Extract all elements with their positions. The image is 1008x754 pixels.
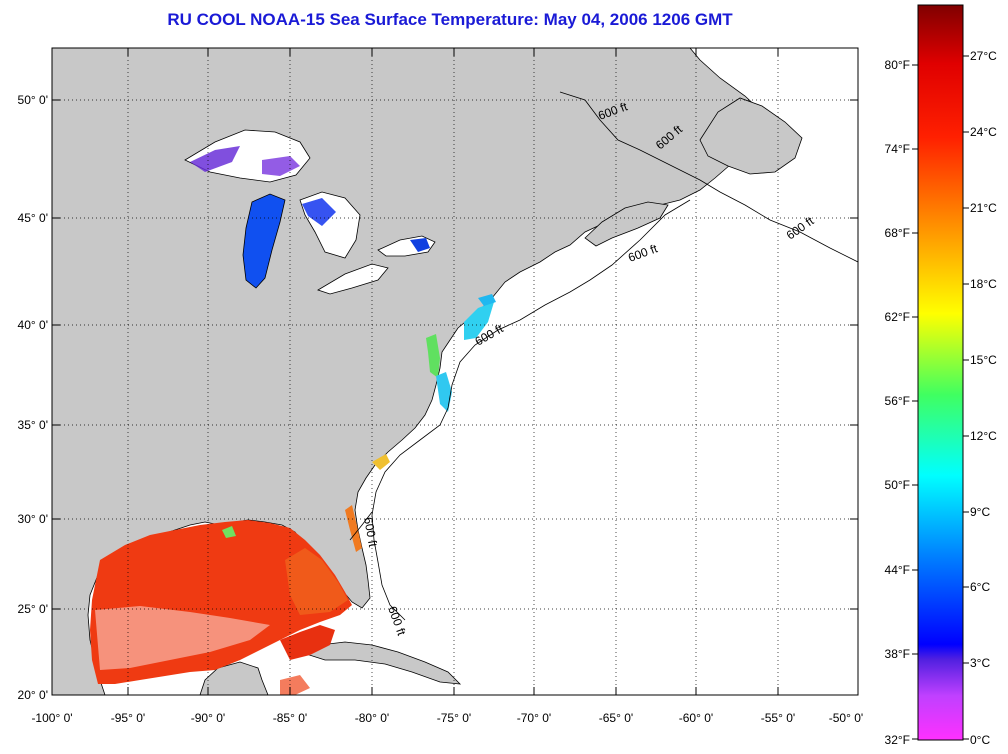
lat-label-40: 40° 0' [18, 318, 48, 332]
bay-campeche-sst [280, 675, 310, 695]
colorbar-c-18: 18°C [970, 277, 997, 291]
colorbar-f-38: 38°F [885, 647, 910, 661]
lake-superior-cold [190, 146, 240, 172]
nj-ny-sst [464, 302, 494, 340]
colorbar-f-74: 74°F [885, 142, 910, 156]
lon-label-55: -55° 0' [761, 711, 795, 725]
colorbar: 80°F 74°F 68°F 62°F 56°F 50°F 44°F 38°F … [885, 4, 997, 747]
gulf-sst-stipple [95, 606, 270, 670]
lon-label-60: -60° 0' [679, 711, 713, 725]
colorbar-f-56: 56°F [885, 394, 910, 408]
lake-erie [317, 263, 389, 295]
colorbar-c-21: 21°C [970, 201, 997, 215]
colorbar-c-9: 9°C [970, 505, 990, 519]
contour-label-6: 600 ft [361, 516, 380, 549]
lon-label-100: -100° 0' [31, 711, 72, 725]
midatlantic-sst [436, 372, 452, 412]
colorbar-c-24: 24°C [970, 125, 997, 139]
lat-label-30: 30° 0' [18, 512, 48, 526]
land-cuba [298, 641, 462, 685]
lon-label-70: -70° 0' [517, 711, 551, 725]
land-yucatan [199, 661, 269, 695]
lake-michigan [242, 193, 286, 289]
shelf-contour-600ft [349, 91, 858, 621]
colorbar-f-62: 62°F [885, 310, 910, 324]
lat-label-35: 35° 0' [18, 418, 48, 432]
colorbar-c-15: 15°C [970, 353, 997, 367]
colorbar-f-80: 80°F [885, 58, 910, 72]
map-title: RU COOL NOAA-15 Sea Surface Temperature:… [167, 10, 733, 29]
lon-label-50: -50° 0' [829, 711, 863, 725]
florida-coast-sst [345, 505, 362, 552]
lat-label-45: 45° 0' [18, 211, 48, 225]
colorbar-c-12: 12°C [970, 429, 997, 443]
colorbar-f-68: 68°F [885, 226, 910, 240]
chesapeake-sst [426, 334, 440, 378]
longitude-labels: -100° 0' -95° 0' -90° 0' -85° 0' -80° 0'… [31, 711, 863, 725]
lon-label-75: -75° 0' [437, 711, 471, 725]
lon-label-90: -90° 0' [191, 711, 225, 725]
longisland-sst [478, 294, 496, 306]
lat-label-20: 20° 0' [18, 688, 48, 702]
colorbar-c-6: 6°C [970, 580, 990, 594]
florida-strait-sst [280, 625, 335, 660]
colorbar-gradient [917, 4, 964, 741]
colorbar-c-27: 27°C [970, 49, 997, 63]
lake-ontario-cold [410, 238, 430, 252]
lake-superior-cold-2 [262, 156, 300, 176]
lon-label-80: -80° 0' [355, 711, 389, 725]
latitude-labels: 50° 0' 45° 0' 40° 0' 35° 0' 30° 0' 25° 0… [18, 93, 48, 702]
lon-label-95: -95° 0' [111, 711, 145, 725]
carolina-sst [372, 454, 390, 470]
colorbar-f-50: 50°F [885, 478, 910, 492]
lon-label-65: -65° 0' [599, 711, 633, 725]
colorbar-c-3: 3°C [970, 656, 990, 670]
frame-ticks [52, 48, 858, 695]
lat-label-50: 50° 0' [18, 93, 48, 107]
colorbar-c-0: 0°C [970, 733, 990, 747]
land-nova-scotia [584, 201, 669, 247]
lake-huron-cold [302, 198, 336, 226]
gulf-sst-cooler-east [285, 548, 348, 615]
lon-label-85: -85° 0' [273, 711, 307, 725]
colorbar-f-44: 44°F [885, 563, 910, 577]
colorbar-f-32: 32°F [885, 733, 910, 747]
gulf-green-patch [222, 526, 236, 538]
map-panel: 600 ft 600 ft 600 ft 600 ft 600 ft 600 f… [52, 48, 858, 695]
lat-label-25: 25° 0' [18, 602, 48, 616]
map-frame [51, 47, 859, 696]
